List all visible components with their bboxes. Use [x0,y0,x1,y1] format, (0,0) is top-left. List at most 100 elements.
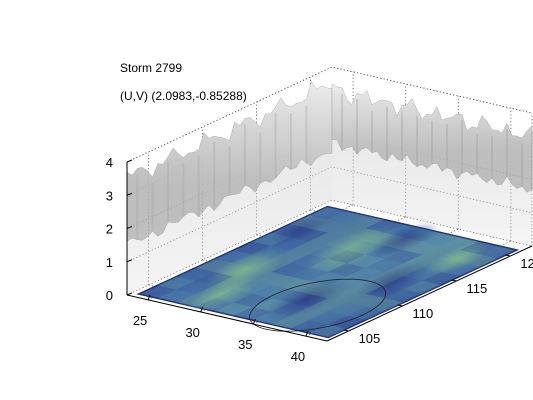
base-plane-cell [309,311,347,325]
base-plane-cell [252,298,291,312]
isosurface-band-right [331,83,533,193]
y-tick-label: 110 [413,306,434,321]
z-tick-label: 3 [106,188,113,203]
base-plane-cell [176,267,215,281]
base-plane-cell [384,237,423,251]
z-tick-mark [126,292,133,296]
base-plane-patch [264,277,351,321]
base-plane-cell [195,272,234,286]
base-plane-cell [309,285,347,299]
base-plane-cell [327,237,366,251]
base-plane-cell [214,250,253,264]
base-plane-cell [309,298,347,312]
base-plane-cell [327,223,366,237]
grid-line-top [126,66,533,163]
base-plane-patch [355,262,431,301]
base-plane-patch [425,242,490,276]
base-plane-cell [233,267,272,281]
base-plane-cell [384,223,423,237]
base-plane-cell [384,263,423,277]
base-plane-cell [346,254,385,268]
z-tick-mark [126,226,133,229]
base-plane-cell [346,280,385,294]
x-tick-label: 35 [238,337,252,352]
base-plane-cell [233,307,272,321]
base-plane-cell [308,232,347,246]
base-plane-cell [214,302,253,316]
base-plane-cell [138,285,177,299]
base-plane-cell [271,276,309,290]
base-plane-cell [346,215,385,229]
base-plane-cell [308,219,347,233]
base-plane-cell [441,237,480,251]
base-plane-cell [327,250,366,264]
base-plane-cell [195,259,234,273]
x-tick-mark [200,306,204,313]
y-tick-label: 105 [359,331,381,346]
base-plane-cell [365,232,404,246]
x-axis-line [126,294,328,342]
x-tick-mark [252,318,256,325]
base-plane-cell [365,258,404,272]
base-plane-cell [271,263,309,277]
y-tick-label: 115 [466,281,487,296]
base-plane-cell [289,215,328,229]
base-plane-cell [422,245,461,259]
base-plane-cell [214,289,253,303]
y-tick-label: 120 [520,256,533,271]
base-plane-cell [289,241,328,255]
axes [126,159,533,342]
base-plane-cell [195,298,234,312]
base-plane-cell [214,263,253,277]
base-plane-cell [365,245,404,259]
base-plane-patch [271,215,328,245]
base-plane-cell [233,254,271,268]
base-plane-cell [233,280,272,294]
base-plane-cell [271,289,309,303]
isosurface-band-left [126,81,333,242]
x-tick-mark [305,330,309,337]
base-plane-patch [187,276,259,313]
base-plane-cell [346,228,385,242]
x-tick-label: 30 [185,325,199,340]
base-plane-cell [460,241,499,255]
base-plane-cell [308,206,347,220]
base-plane-cell [271,250,309,264]
base-plane-cell [384,250,423,264]
base-plane-cell [252,311,291,325]
y-tick-mark [343,329,349,332]
base-plane-cell [290,280,328,294]
base-plane-cell [290,267,328,281]
isosurface [126,81,533,296]
base-plane-patch [205,249,284,291]
base-plane-cell [328,315,366,329]
base-plane-cell [365,219,404,233]
x-tick-label: 25 [133,313,147,328]
base-plane-cell [308,258,347,272]
base-plane-cell [252,232,290,246]
chart-title: Storm 2799 [120,61,183,75]
base-plane-cell [346,267,385,281]
base-plane-cell [252,272,290,286]
base-plane-cell [384,276,423,290]
base-plane-cell [365,272,404,286]
base-plane-cell [195,285,234,299]
x-tick-label: 40 [291,349,305,364]
base-plane-cell [271,315,310,329]
base-plane-cell [346,293,385,307]
base-plane-cell [479,245,517,259]
base-plane-cell [290,320,329,334]
base-plane-cell [176,293,215,307]
base-plane-cell [422,258,461,272]
base-plane-cell [309,324,348,338]
base-plane [136,205,520,339]
base-plane-cell [403,241,442,255]
base-plane-patch [304,225,399,274]
base-plane-cell [270,224,309,238]
z-tick-mark [126,192,133,196]
base-plane-cell [290,293,328,307]
base-plane-cell [460,254,499,268]
base-plane-cell [422,232,461,246]
